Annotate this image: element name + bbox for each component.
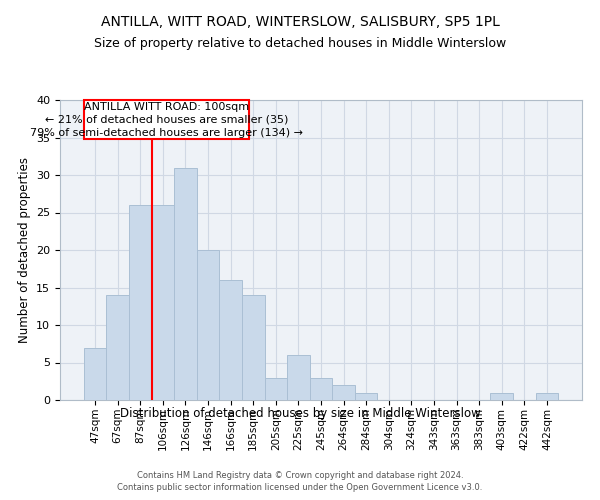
Bar	[174, 168, 197, 400]
Bar	[129, 205, 152, 400]
Bar	[332, 385, 355, 400]
Text: 79% of semi-detached houses are larger (134) →: 79% of semi-detached houses are larger (…	[30, 128, 303, 138]
Bar	[84, 348, 106, 400]
Bar	[152, 205, 174, 400]
Bar	[536, 392, 558, 400]
Bar	[490, 392, 513, 400]
Text: ANTILLA, WITT ROAD, WINTERSLOW, SALISBURY, SP5 1PL: ANTILLA, WITT ROAD, WINTERSLOW, SALISBUR…	[101, 15, 499, 29]
Bar	[265, 378, 287, 400]
Text: Contains public sector information licensed under the Open Government Licence v3: Contains public sector information licen…	[118, 484, 482, 492]
Text: ANTILLA WITT ROAD: 100sqm: ANTILLA WITT ROAD: 100sqm	[83, 102, 249, 112]
Text: Distribution of detached houses by size in Middle Winterslow: Distribution of detached houses by size …	[119, 408, 481, 420]
Bar	[197, 250, 220, 400]
Bar	[287, 355, 310, 400]
FancyBboxPatch shape	[84, 100, 248, 139]
Bar	[355, 392, 377, 400]
Bar	[220, 280, 242, 400]
Bar	[106, 295, 129, 400]
Bar	[310, 378, 332, 400]
Y-axis label: Number of detached properties: Number of detached properties	[17, 157, 31, 343]
Bar	[242, 295, 265, 400]
Text: Contains HM Land Registry data © Crown copyright and database right 2024.: Contains HM Land Registry data © Crown c…	[137, 471, 463, 480]
Text: Size of property relative to detached houses in Middle Winterslow: Size of property relative to detached ho…	[94, 38, 506, 51]
Text: ← 21% of detached houses are smaller (35): ← 21% of detached houses are smaller (35…	[44, 114, 288, 124]
